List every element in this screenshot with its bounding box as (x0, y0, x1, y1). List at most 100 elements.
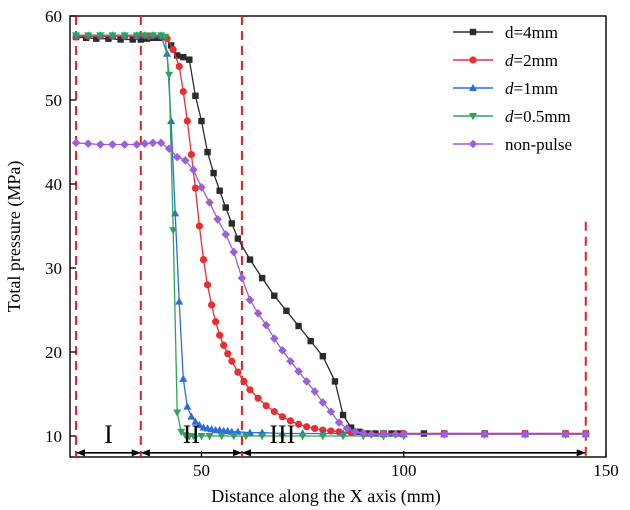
data-point (71, 138, 81, 148)
legend-entry: d=0.5mm (453, 107, 571, 126)
data-point (295, 322, 302, 330)
data-point (240, 377, 248, 385)
data-point (120, 32, 129, 40)
legend-entry: non-pulse (453, 135, 572, 154)
data-point (261, 320, 271, 330)
data-point (469, 113, 477, 121)
data-point (217, 433, 226, 441)
region-label: II (183, 420, 200, 449)
data-point (468, 139, 478, 149)
data-point (334, 418, 344, 427)
data-point (137, 36, 144, 43)
data-point (216, 187, 223, 194)
legend-entry: d=1mm (453, 79, 558, 98)
y-tick-label: 30 (45, 259, 62, 278)
data-point (439, 430, 449, 439)
data-point (224, 350, 232, 358)
data-point (148, 138, 158, 148)
data-point (350, 427, 360, 437)
x-axis-title: Distance along the X axis (mm) (211, 486, 440, 507)
data-point (169, 227, 178, 235)
data-point (262, 402, 270, 410)
data-point (189, 165, 198, 175)
legend-entry: d=2mm (453, 51, 558, 70)
data-point (186, 56, 193, 63)
region-label: III (269, 420, 295, 449)
data-point (311, 424, 319, 433)
data-point (271, 292, 278, 299)
data-point (286, 417, 295, 425)
data-point (228, 357, 236, 365)
data-point (105, 35, 112, 42)
data-point (278, 346, 287, 355)
data-point (294, 420, 303, 428)
y-tick-label: 20 (45, 343, 62, 362)
legend-label: d=1mm (505, 79, 558, 98)
legend-label: d=4mm (505, 23, 558, 42)
data-point (197, 433, 206, 441)
data-point (310, 387, 320, 396)
data-point (174, 52, 181, 59)
data-point (303, 423, 311, 431)
data-point (327, 427, 335, 435)
data-point (172, 152, 182, 162)
series-layer (71, 31, 591, 441)
data-point (520, 430, 530, 439)
data-point (195, 420, 204, 429)
data-point (326, 407, 336, 416)
data-point (189, 433, 198, 441)
data-point (179, 88, 187, 96)
data-point (177, 428, 186, 436)
data-point (173, 409, 182, 417)
data-point (96, 140, 105, 149)
data-point (132, 32, 141, 40)
data-point (221, 230, 231, 239)
data-point (213, 214, 222, 224)
data-point (278, 433, 287, 441)
data-point (298, 433, 307, 441)
legend-label: d=2mm (505, 51, 558, 70)
x-tick-label: 150 (593, 461, 619, 480)
data-point (229, 433, 238, 441)
data-point (228, 220, 236, 227)
data-point (175, 62, 183, 70)
data-point (246, 386, 254, 394)
data-point (258, 433, 267, 441)
data-point (180, 53, 187, 61)
data-point (331, 378, 339, 385)
data-point (210, 169, 217, 177)
data-point (140, 139, 150, 148)
data-point (294, 367, 303, 376)
data-point (222, 204, 229, 211)
data-point (191, 184, 200, 192)
data-point (187, 151, 195, 159)
y-axis-title: Total pressure (MPa) (4, 161, 25, 313)
data-point (203, 281, 212, 289)
data-point (342, 424, 352, 433)
data-point (183, 402, 192, 410)
data-point (120, 140, 129, 149)
data-point (129, 36, 136, 43)
data-point (183, 117, 191, 125)
data-point (187, 412, 196, 420)
data-point (367, 430, 376, 439)
data-point (246, 256, 254, 263)
data-point (220, 341, 228, 349)
data-point (253, 309, 263, 318)
data-point (192, 92, 199, 99)
series-line (76, 142, 586, 435)
y-tick-label: 10 (45, 427, 62, 446)
data-point (469, 56, 477, 64)
data-point (84, 32, 93, 40)
data-point (180, 156, 190, 165)
data-point (241, 433, 250, 441)
data-point (469, 28, 477, 36)
data-point (132, 140, 142, 149)
data-point (167, 116, 176, 124)
data-point (302, 377, 311, 386)
data-point (161, 34, 170, 42)
data-point (179, 374, 188, 382)
data-point (164, 144, 174, 154)
x-tick-label: 50 (193, 461, 210, 480)
